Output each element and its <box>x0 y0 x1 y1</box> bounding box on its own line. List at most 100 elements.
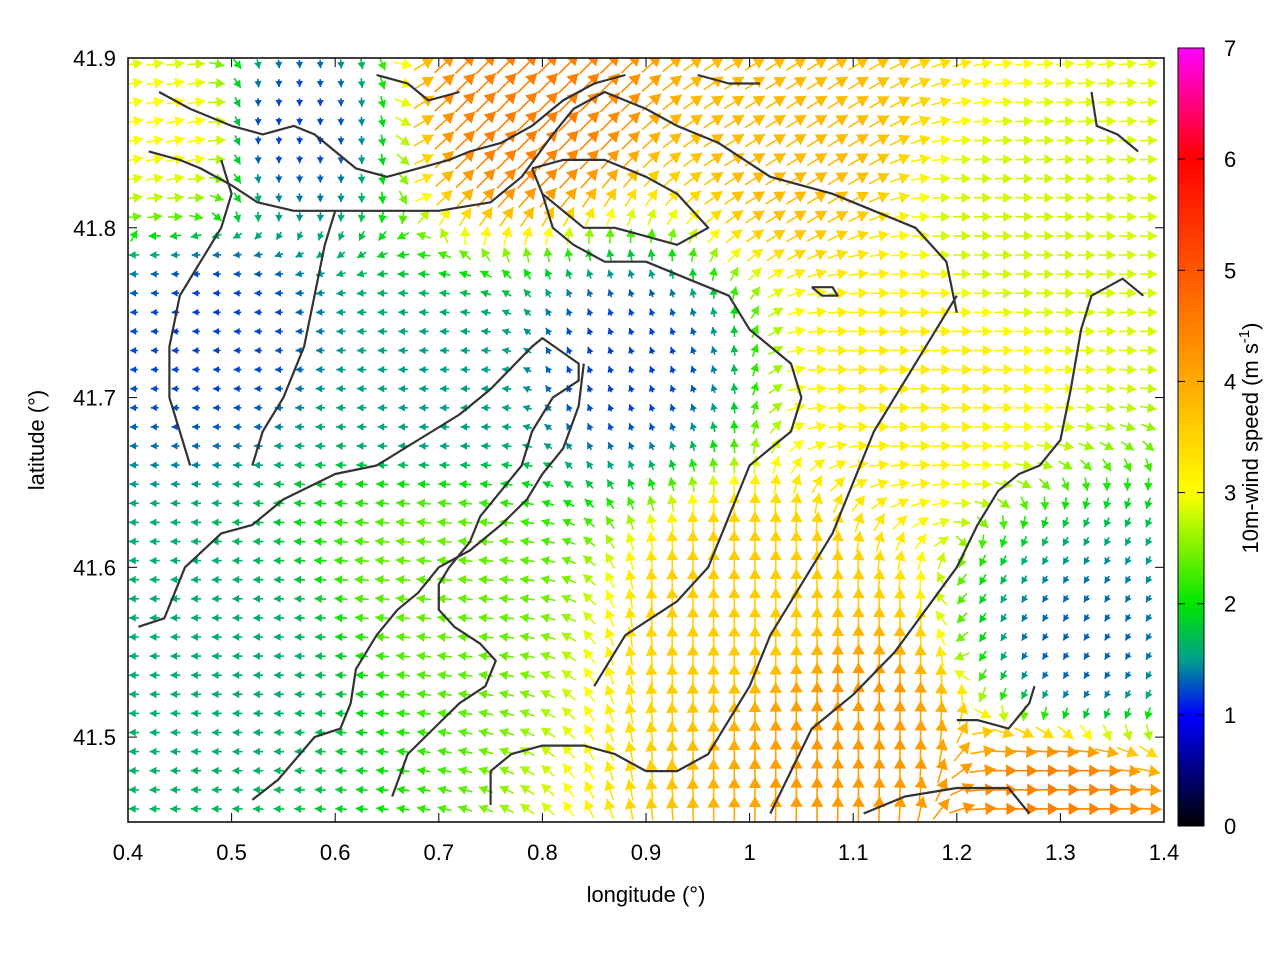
wind-arrow <box>910 383 931 395</box>
wind-arrow <box>1120 441 1135 451</box>
wind-arrow <box>396 670 411 680</box>
wind-arrow <box>724 190 745 205</box>
wind-arrow <box>748 796 762 822</box>
wind-arrow <box>889 192 910 204</box>
wind-arrow <box>150 480 160 488</box>
wind-arrow <box>499 670 515 681</box>
wind-arrow <box>233 347 242 354</box>
wind-arrow <box>336 346 346 355</box>
wind-arrow <box>561 537 576 547</box>
wind-arrow <box>584 761 595 780</box>
wind-arrow <box>910 440 931 452</box>
wind-arrow <box>607 441 615 451</box>
wind-arrow <box>439 461 450 470</box>
wind-arrow <box>479 270 492 279</box>
wind-arrow <box>519 206 535 227</box>
wind-arrow <box>649 365 656 374</box>
wind-arrow <box>992 726 1015 739</box>
wind-arrow <box>686 664 700 687</box>
wind-arrow <box>129 270 139 278</box>
wind-arrow <box>1104 690 1112 699</box>
wind-arrow <box>869 268 890 280</box>
wind-arrow <box>935 739 948 765</box>
wind-arrow <box>1035 421 1054 433</box>
wind-arrow <box>315 327 325 336</box>
wind-arrow <box>191 709 202 718</box>
wind-arrow <box>149 499 160 508</box>
wind-arrow <box>644 188 659 207</box>
wind-arrow <box>1145 652 1153 661</box>
wind-arrow <box>456 188 474 208</box>
wind-arrow <box>377 442 388 450</box>
wind-arrow <box>868 95 890 109</box>
contour-line <box>138 337 580 797</box>
wind-arrow <box>208 135 226 146</box>
wind-arrow <box>416 555 432 566</box>
wind-arrow <box>191 575 202 584</box>
wind-arrow <box>604 760 616 781</box>
wind-arrow <box>439 404 450 412</box>
wind-arrow <box>979 554 988 567</box>
wind-arrow <box>253 785 264 794</box>
wind-arrow <box>355 785 368 795</box>
wind-arrow <box>827 114 849 129</box>
wind-arrow <box>624 760 637 782</box>
wind-arrow <box>935 720 948 745</box>
wind-arrow <box>1015 287 1033 299</box>
wind-arrow <box>413 114 435 129</box>
wind-arrow <box>604 798 616 819</box>
wind-arrow <box>620 73 641 93</box>
wind-arrow <box>501 289 512 298</box>
wind-arrow <box>315 289 325 297</box>
wind-arrow <box>786 76 807 91</box>
wind-arrow <box>583 667 596 684</box>
wind-arrow <box>190 804 202 813</box>
wind-arrow <box>293 556 306 565</box>
wind-arrow <box>1145 556 1153 566</box>
wind-arrow <box>478 747 494 757</box>
wind-arrow <box>666 531 679 552</box>
wind-arrow <box>729 438 739 454</box>
wind-arrow <box>869 421 890 433</box>
wind-arrow <box>624 779 637 801</box>
wind-arrow <box>1036 135 1054 146</box>
wind-arrow <box>1079 724 1093 741</box>
wind-arrow <box>295 327 304 335</box>
wind-arrow <box>190 231 202 240</box>
wind-arrow <box>953 249 971 261</box>
wind-arrow <box>890 440 910 452</box>
wind-arrow <box>827 383 848 395</box>
wind-arrow <box>624 664 637 686</box>
wind-arrow <box>873 587 886 610</box>
wind-arrow <box>377 327 388 336</box>
y-axis-label: latitude (°) <box>24 390 49 491</box>
wind-arrow <box>956 573 968 586</box>
wind-arrow <box>1062 575 1070 584</box>
wind-arrow <box>354 536 369 547</box>
contour-line <box>769 277 1144 814</box>
wind-arrow <box>911 249 930 261</box>
wind-arrow <box>666 549 679 572</box>
wind-arrow <box>1016 479 1032 489</box>
wind-arrow <box>170 480 181 488</box>
wind-arrow <box>685 208 701 225</box>
wind-arrow <box>416 804 431 814</box>
wind-arrow <box>931 134 951 146</box>
wind-arrow <box>872 795 886 822</box>
wind-arrow <box>459 479 472 489</box>
wind-arrow <box>316 59 324 69</box>
wind-arrow <box>395 613 411 623</box>
wind-arrow <box>354 613 369 623</box>
wind-arrow <box>460 346 470 355</box>
wind-arrow <box>336 289 346 297</box>
wind-arrow <box>664 189 680 206</box>
wind-arrow <box>233 251 242 259</box>
wind-arrow <box>974 230 992 242</box>
wind-arrow <box>744 133 766 148</box>
wind-arrow <box>396 250 410 260</box>
wind-arrow <box>1077 116 1096 127</box>
wind-arrow <box>1077 135 1096 146</box>
wind-arrow <box>788 439 805 453</box>
